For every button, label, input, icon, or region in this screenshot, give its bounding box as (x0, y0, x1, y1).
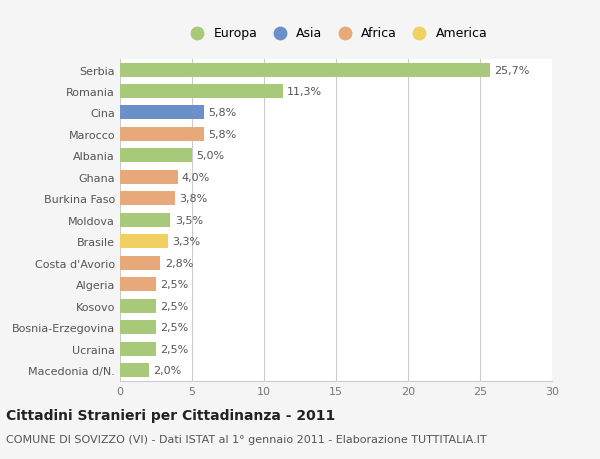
Text: 4,0%: 4,0% (182, 173, 210, 183)
Text: 2,0%: 2,0% (153, 365, 181, 375)
Text: 5,8%: 5,8% (208, 129, 236, 140)
Bar (120, 235, 167, 249)
Bar (120, 364, 149, 377)
Bar (120, 63, 490, 77)
Bar (120, 299, 156, 313)
Bar (120, 170, 178, 185)
Text: Cittadini Stranieri per Cittadinanza - 2011: Cittadini Stranieri per Cittadinanza - 2… (6, 409, 335, 422)
Text: COMUNE DI SOVIZZO (VI) - Dati ISTAT al 1° gennaio 2011 - Elaborazione TUTTITALIA: COMUNE DI SOVIZZO (VI) - Dati ISTAT al 1… (6, 434, 487, 444)
Text: 2,5%: 2,5% (160, 322, 188, 332)
Text: 25,7%: 25,7% (494, 65, 530, 75)
Text: 3,5%: 3,5% (175, 215, 203, 225)
Bar (120, 106, 203, 120)
Text: 2,5%: 2,5% (160, 301, 188, 311)
Bar (120, 256, 160, 270)
Text: 5,8%: 5,8% (208, 108, 236, 118)
Bar (120, 342, 156, 356)
Bar (120, 278, 156, 291)
Bar (120, 320, 156, 334)
Text: 5,0%: 5,0% (196, 151, 224, 161)
Bar (120, 213, 170, 227)
Bar (120, 192, 175, 206)
Bar (120, 128, 203, 141)
Text: 3,3%: 3,3% (172, 237, 200, 247)
Text: 2,5%: 2,5% (160, 280, 188, 290)
Text: 2,5%: 2,5% (160, 344, 188, 354)
Legend: Europa, Asia, Africa, America: Europa, Asia, Africa, America (185, 28, 487, 40)
Bar (120, 85, 283, 99)
Text: 2,8%: 2,8% (164, 258, 193, 268)
Text: 11,3%: 11,3% (287, 87, 322, 97)
Bar (120, 149, 192, 163)
Text: 3,8%: 3,8% (179, 194, 207, 204)
